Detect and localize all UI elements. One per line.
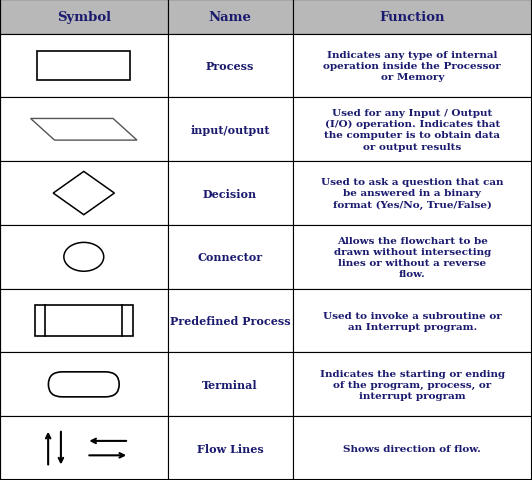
Bar (0, 289, 168, 353)
Bar (0, 0, 168, 35)
Text: Predefined Process: Predefined Process (170, 315, 290, 326)
Text: Flow Lines: Flow Lines (197, 443, 263, 454)
Bar (168, 162, 293, 226)
Polygon shape (30, 119, 137, 141)
Text: Function: Function (379, 11, 445, 24)
Text: Allows the flowchart to be
drawn without intersecting
lines or without a reverse: Allows the flowchart to be drawn without… (334, 236, 491, 278)
Bar (0, 353, 168, 416)
FancyBboxPatch shape (48, 372, 119, 397)
Text: Used for any Input / Output
(I/O) operation. Indicates that
the computer is to o: Used for any Input / Output (I/O) operat… (325, 109, 500, 151)
Text: Used to ask a question that can
be answered in a binary
format (Yes/No, True/Fal: Used to ask a question that can be answe… (321, 178, 504, 209)
Text: Connector: Connector (197, 252, 263, 263)
Bar (168, 289, 293, 353)
Polygon shape (53, 172, 114, 215)
Text: Used to invoke a subroutine or
an Interrupt program.: Used to invoke a subroutine or an Interr… (323, 311, 502, 331)
Bar (293, 289, 532, 353)
Bar (0, 226, 168, 289)
Bar (168, 416, 293, 480)
Bar (293, 162, 532, 226)
Ellipse shape (64, 243, 104, 272)
Bar (293, 98, 532, 162)
Text: input/output: input/output (190, 124, 270, 135)
Text: Shows direction of flow.: Shows direction of flow. (343, 444, 481, 453)
Bar (293, 226, 532, 289)
Bar (168, 226, 293, 289)
Bar (168, 35, 293, 98)
Bar (35, 305, 133, 336)
Bar (293, 416, 532, 480)
Text: Terminal: Terminal (202, 379, 258, 390)
Text: Indicates any type of internal
operation inside the Processor
or Memory: Indicates any type of internal operation… (323, 51, 501, 82)
Bar (37, 52, 130, 81)
Bar (0, 416, 168, 480)
Text: Indicates the starting or ending
of the program, process, or
interrupt program: Indicates the starting or ending of the … (320, 369, 505, 400)
Text: Symbol: Symbol (57, 11, 111, 24)
Text: Name: Name (209, 11, 252, 24)
Bar (0, 35, 168, 98)
Text: Process: Process (206, 61, 254, 72)
Bar (168, 0, 293, 35)
Text: Decision: Decision (203, 188, 257, 199)
Bar (168, 98, 293, 162)
Bar (293, 35, 532, 98)
Bar (0, 162, 168, 226)
Bar (0, 98, 168, 162)
Bar (293, 353, 532, 416)
Bar (168, 353, 293, 416)
Bar (293, 0, 532, 35)
